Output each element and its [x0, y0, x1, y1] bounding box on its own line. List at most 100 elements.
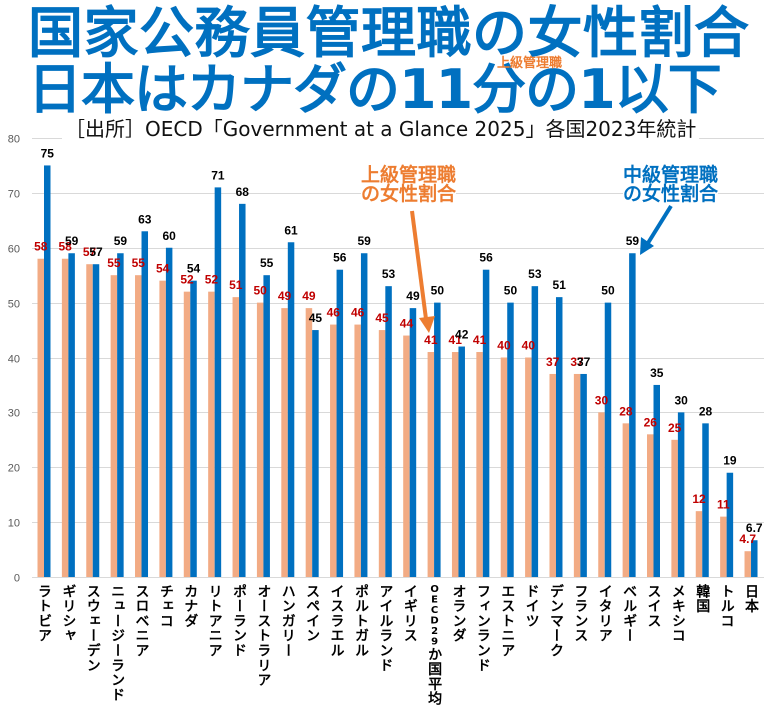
annotation-senior-managers: 上級管理職 の女性割合: [361, 164, 457, 205]
data-label-middle: 57: [89, 245, 103, 259]
data-label-middle: 59: [114, 234, 128, 248]
data-label-senior: 58: [58, 240, 72, 254]
bar-senior-managers: [525, 357, 532, 577]
data-label-senior: 52: [205, 273, 219, 287]
data-label-middle: 56: [333, 251, 347, 265]
bar-senior-managers: [208, 291, 215, 577]
bar-senior-managers: [622, 423, 630, 577]
bar-middle-managers: [214, 187, 222, 577]
data-label-middle: 71: [211, 168, 225, 182]
bar-middle-managers: [702, 423, 709, 577]
data-label-middle: 53: [382, 267, 396, 281]
data-label-middle: 55: [260, 256, 274, 270]
y-tick-label: 20: [8, 463, 20, 475]
bar-middle-managers: [653, 384, 660, 577]
bar-senior-managers: [86, 264, 93, 577]
source-subtitle: ［出所］OECD「Government at a Glance 2025」各国2…: [62, 118, 700, 141]
bar-middle-managers: [287, 242, 295, 577]
annotation-senior-line-2: の女性割合: [361, 183, 457, 205]
data-label-middle: 37: [577, 355, 591, 369]
bar-middle-managers: [165, 247, 173, 577]
bar-senior-managers: [330, 324, 337, 577]
data-label-middle: 53: [528, 267, 542, 281]
y-tick-label: 70: [8, 189, 20, 201]
bar-senior-managers: [61, 258, 69, 577]
y-tick-label: 10: [8, 518, 20, 530]
data-label-middle: 50: [431, 284, 445, 298]
data-label-middle: 30: [674, 393, 688, 407]
annotation-middle-line-2: の女性割合: [623, 183, 719, 205]
bar-senior-managers: [451, 352, 459, 577]
bar-senior-managers: [403, 335, 410, 577]
data-label-senior: 30: [595, 393, 609, 407]
data-label-middle: 50: [601, 284, 615, 298]
data-label-middle: 50: [504, 284, 518, 298]
bar-middle-managers: [409, 308, 417, 577]
bar-middle-managers: [507, 302, 514, 577]
data-label-senior: 25: [668, 421, 682, 435]
bar-senior-managers: [110, 275, 118, 577]
bar-senior-managers: [476, 352, 483, 577]
bar-senior-managers: [159, 280, 166, 577]
bar-senior-managers: [647, 434, 654, 577]
data-label-middle: 63: [138, 212, 152, 226]
bar-middle-managers: [336, 269, 344, 577]
data-label-senior: 49: [278, 289, 292, 303]
bar-senior-managers: [695, 511, 703, 577]
bar-senior-managers: [549, 373, 556, 577]
title-line-2: 日本はカナダの11分の1以下: [28, 58, 722, 121]
bar-middle-managers: [629, 253, 636, 578]
bar-middle-managers: [44, 165, 51, 577]
bar-middle-managers: [92, 264, 100, 577]
bar-middle-managers: [751, 540, 758, 577]
data-label-senior: 11: [717, 498, 730, 512]
y-tick-label: 30: [8, 408, 20, 420]
data-label-middle: 35: [650, 366, 664, 380]
bar-middle-managers: [677, 412, 685, 577]
data-label-middle: 75: [41, 146, 55, 160]
bars: [37, 165, 758, 578]
data-label-senior: 44: [400, 317, 414, 331]
data-label-senior: 4.7: [739, 532, 756, 546]
data-label-senior: 28: [619, 404, 633, 418]
data-label-senior: 41: [424, 333, 438, 347]
bar-middle-managers: [482, 269, 490, 577]
bar-middle-managers: [726, 472, 734, 577]
bar-middle-managers: [360, 253, 368, 578]
bar-middle-managers: [458, 346, 465, 577]
title-line-1: 国家公務員管理職の女性割合: [28, 1, 750, 65]
annotation-senior-line-1: 上級管理職: [361, 164, 457, 186]
bar-middle-managers: [312, 330, 319, 577]
bar-senior-managers: [256, 302, 264, 577]
data-label-senior: 54: [156, 262, 170, 276]
y-tick-label: 0: [14, 573, 20, 585]
bar-senior-managers: [37, 258, 44, 577]
bar-middle-managers: [190, 280, 197, 577]
y-tick-label: 50: [8, 299, 20, 311]
data-label-middle: 56: [479, 251, 493, 265]
bar-middle-managers: [580, 373, 587, 577]
y-tick-label: 60: [8, 244, 20, 256]
bar-middle-managers: [263, 275, 270, 577]
data-label-middle: 61: [284, 223, 298, 237]
bar-senior-managers: [744, 551, 752, 577]
data-label-middle: 45: [309, 311, 323, 325]
bar-senior-managers: [671, 439, 678, 577]
bar-senior-managers: [573, 373, 581, 577]
bar-senior-managers: [281, 308, 288, 577]
title-note-senior-managers: 上級管理職: [497, 56, 563, 71]
data-label-middle: 54: [187, 262, 201, 276]
data-label-senior: 55: [132, 256, 146, 270]
annotation-middle-line-1: 中級管理職: [623, 164, 719, 186]
data-label-senior: 40: [522, 339, 536, 353]
data-label-senior: 12: [692, 492, 706, 506]
bar-middle-managers: [604, 302, 612, 577]
bar-middle-managers: [68, 253, 75, 578]
bar-senior-managers: [500, 357, 508, 577]
data-label-senior: 45: [375, 311, 389, 325]
bar-senior-managers: [427, 352, 435, 577]
data-label-senior: 41: [449, 333, 463, 347]
data-label-senior: 52: [180, 273, 194, 287]
data-label-senior: 37: [570, 355, 584, 369]
bar-middle-managers: [239, 203, 246, 577]
